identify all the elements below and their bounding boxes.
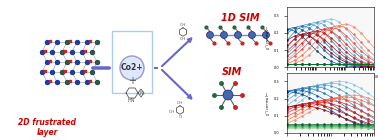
Text: OH: OH xyxy=(180,37,186,41)
Circle shape xyxy=(206,32,214,38)
Y-axis label: $\chi$''/ cm$^3$mol$^{-1}$: $\chi$''/ cm$^3$mol$^{-1}$ xyxy=(264,90,273,115)
Text: N: N xyxy=(139,91,143,96)
Text: SIM: SIM xyxy=(222,67,242,77)
Circle shape xyxy=(220,32,228,38)
Text: 1D SIM: 1D SIM xyxy=(221,13,259,23)
Circle shape xyxy=(234,32,242,38)
Text: OH: OH xyxy=(177,101,183,105)
Text: O: O xyxy=(178,115,181,119)
Circle shape xyxy=(223,90,233,100)
Circle shape xyxy=(248,32,256,38)
Text: HN: HN xyxy=(127,98,135,103)
Text: 2D frustrated
layer: 2D frustrated layer xyxy=(18,118,76,137)
Text: OH: OH xyxy=(169,110,175,114)
Circle shape xyxy=(120,56,144,80)
Circle shape xyxy=(262,32,270,38)
FancyBboxPatch shape xyxy=(112,31,152,93)
Text: +: + xyxy=(128,76,136,86)
X-axis label: $\nu$/ Hz: $\nu$/ Hz xyxy=(325,80,337,87)
Y-axis label: $\chi$''/ cm$^3$mol$^{-1}$: $\chi$''/ cm$^3$mol$^{-1}$ xyxy=(264,24,273,50)
Text: OH: OH xyxy=(180,23,186,27)
Text: Co2+: Co2+ xyxy=(121,64,143,73)
